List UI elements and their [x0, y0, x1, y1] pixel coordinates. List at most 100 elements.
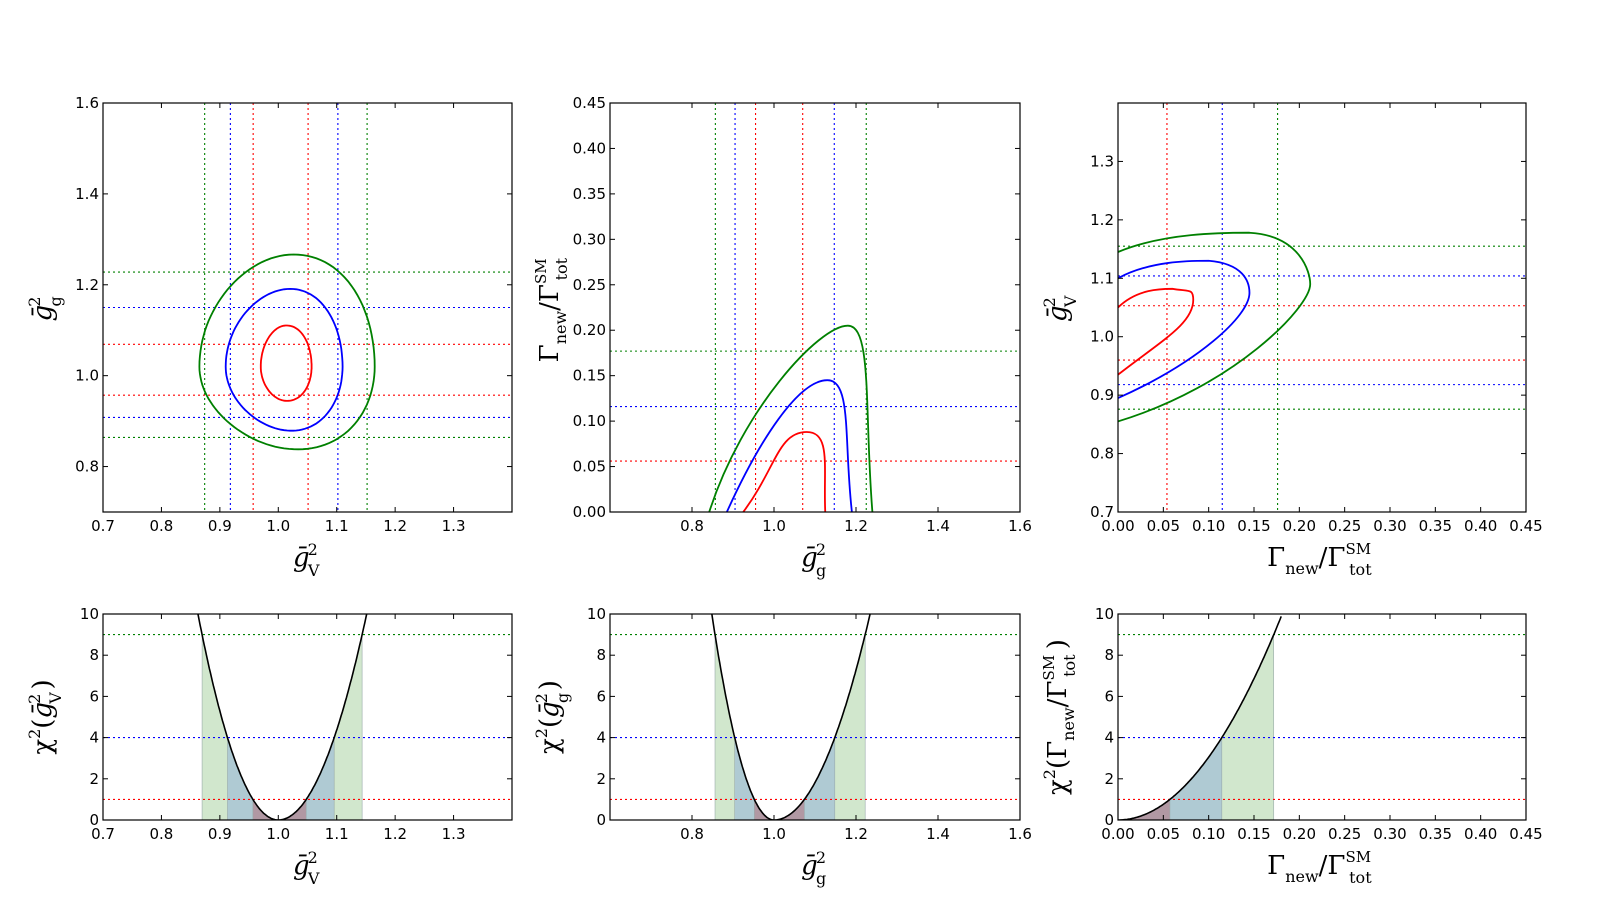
band-1 — [754, 798, 805, 820]
y-tick-label: 10 — [1095, 605, 1114, 623]
x-tick-label: 1.0 — [762, 517, 786, 535]
x-tick-label: 0.20 — [1283, 517, 1316, 535]
y-tick-label: 0.45 — [573, 94, 606, 112]
contour-2sigma — [224, 287, 344, 432]
axes-frame — [1117, 613, 1527, 821]
axes-frame — [1117, 102, 1527, 513]
y-tick-label: 0.00 — [573, 503, 606, 521]
x-tick-label: 0.30 — [1373, 825, 1406, 843]
x-tick-label: 1.6 — [1008, 517, 1032, 535]
panel-contour_gv_gg: 0.7 0.8 0.9 1.0 1.1 1.2 1.30.81.01.21.41.6ḡ2 V … — [25, 94, 513, 580]
plot-area — [610, 614, 1020, 820]
y-tick-label: 0.35 — [573, 185, 606, 203]
y-tick-label: 0 — [596, 811, 606, 829]
x-tick-label: 0.8 — [680, 825, 704, 843]
y-tick-label: 1.0 — [1090, 328, 1114, 346]
contour-2sigma — [726, 379, 853, 512]
x-tick-label: 1.2 — [383, 825, 407, 843]
x-tick-label: 1.0 — [762, 825, 786, 843]
axes-frame — [102, 102, 513, 513]
y-tick-label: 8 — [596, 646, 606, 664]
y-tick-label: 8 — [1104, 646, 1114, 664]
y-tick-label: 1.6 — [75, 94, 99, 112]
contour-3sigma — [1118, 231, 1312, 423]
x-axis-label: ḡ2 g — [801, 540, 829, 580]
x-tick-label: 0.30 — [1373, 517, 1406, 535]
y-axis-label: Γnew/ΓSM tot — [532, 253, 571, 363]
y-axis-label: χ2(ḡ2 V ) — [25, 679, 65, 754]
x-tick-label: 0.05 — [1147, 825, 1180, 843]
y-tick-label: 0.10 — [573, 412, 606, 430]
y-axis-label: ḡ2 g — [25, 294, 65, 322]
x-tick-label: 1.4 — [926, 517, 950, 535]
x-tick-label: 1.6 — [1008, 825, 1032, 843]
x-tick-label: 1.0 — [266, 825, 290, 843]
y-tick-label: 0.20 — [573, 321, 606, 339]
panel-contour_gamma_gv: 0.00 0.05 0.10 0.15 0.20 0.25 0.30 0.35 0.40 0.45… — [1040, 102, 1543, 579]
y-tick-label: 1.3 — [1090, 152, 1114, 170]
band-4 — [734, 737, 836, 820]
x-tick-label: 0.7 — [91, 825, 115, 843]
y-tick-label: 6 — [89, 687, 99, 705]
y-tick-label: 8 — [89, 646, 99, 664]
y-axis-label: ḡ2 V — [1040, 293, 1080, 322]
y-tick-label: 4 — [1104, 729, 1114, 747]
x-axis-label: Γnew/ΓSM tot — [1267, 848, 1377, 887]
y-tick-label: 1.0 — [75, 367, 99, 385]
y-tick-label: 0.05 — [573, 458, 606, 476]
x-tick-label: 0.25 — [1328, 825, 1361, 843]
y-tick-label: 0.9 — [1090, 386, 1114, 404]
y-tick-label: 6 — [1104, 687, 1114, 705]
axes-frame — [102, 613, 513, 821]
x-tick-label: 0.10 — [1192, 825, 1225, 843]
axes-frame — [609, 102, 1021, 513]
x-tick-label: 0.40 — [1464, 517, 1497, 535]
contour-1sigma — [259, 324, 313, 402]
y-tick-label: 10 — [587, 605, 606, 623]
y-tick-label: 10 — [80, 605, 99, 623]
chi2-curve — [711, 614, 871, 820]
x-tick-label: 1.4 — [926, 825, 950, 843]
y-tick-label: 1.1 — [1090, 269, 1114, 287]
x-tick-label: 0.35 — [1419, 825, 1452, 843]
x-tick-label: 0.00 — [1101, 825, 1134, 843]
x-tick-label: 0.8 — [149, 517, 173, 535]
x-tick-label: 0.15 — [1237, 517, 1270, 535]
y-tick-label: 0.8 — [1090, 445, 1114, 463]
x-tick-label: 1.2 — [844, 517, 868, 535]
contour-1sigma — [1118, 287, 1195, 376]
y-tick-label: 1.4 — [75, 185, 99, 203]
x-tick-label: 1.2 — [844, 825, 868, 843]
y-tick-label: 2 — [596, 770, 606, 788]
y-tick-label: 0.40 — [573, 139, 606, 157]
x-axis-label: ḡ2 V — [293, 848, 322, 888]
panel-chi2_gv: 0.7 0.8 0.9 1.0 1.1 1.2 1.3 0 2 4 6 8 10 ḡ2 V χ2(ḡ2 V ) — [25, 605, 513, 888]
plot-area — [1118, 616, 1526, 820]
panel-contour_gg_gamma: 0.8 1.0 1.2 1.4 1.6 0.00 0.05 0.10 0.15 0.20 0.25 0… — [532, 94, 1032, 580]
y-tick-label: 0.7 — [1090, 503, 1114, 521]
x-tick-label: 1.2 — [383, 517, 407, 535]
x-tick-label: 1.0 — [266, 517, 290, 535]
x-tick-label: 0.10 — [1192, 517, 1225, 535]
contour-1sigma — [742, 431, 827, 512]
y-tick-label: 0.15 — [573, 367, 606, 385]
x-tick-label: 0.00 — [1101, 517, 1134, 535]
x-tick-label: 0.40 — [1464, 825, 1497, 843]
y-tick-label: 0 — [1104, 811, 1114, 829]
panel-chi2_gg: 0.8 1.0 1.2 1.4 1.6 0 2 4 6 8 10 ḡ2 g χ2(ḡ2 g ) — [532, 605, 1032, 888]
plot-area — [610, 103, 1020, 512]
plot-area — [103, 103, 512, 512]
y-axis-label: χ2(Γnew/ΓSM tot ) — [1040, 639, 1079, 795]
x-tick-label: 0.9 — [208, 517, 232, 535]
y-tick-label: 0.25 — [573, 276, 606, 294]
x-axis-label: Γnew/ΓSM tot — [1267, 540, 1377, 579]
y-tick-label: 0.30 — [573, 230, 606, 248]
x-tick-label: 1.1 — [325, 517, 349, 535]
x-tick-label: 0.45 — [1509, 517, 1542, 535]
y-tick-label: 2 — [89, 770, 99, 788]
band-1 — [1118, 798, 1171, 820]
y-tick-label: 2 — [1104, 770, 1114, 788]
x-tick-label: 1.3 — [442, 825, 466, 843]
x-tick-label: 0.8 — [149, 825, 173, 843]
